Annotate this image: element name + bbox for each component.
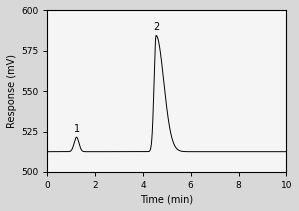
Text: 1: 1	[74, 124, 80, 134]
X-axis label: Time (min): Time (min)	[140, 194, 193, 204]
Text: 2: 2	[153, 22, 159, 32]
Y-axis label: Response (mV): Response (mV)	[7, 54, 17, 128]
